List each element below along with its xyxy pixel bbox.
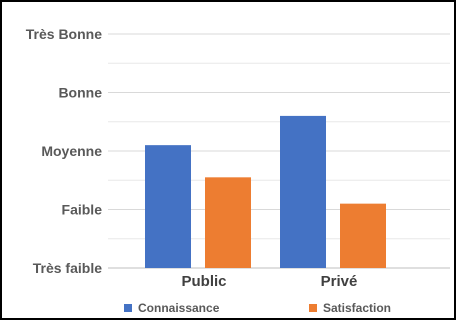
y-axis-tick-labels: Très faible Faible Moyenne Bonne Très Bonne <box>26 26 102 276</box>
bars <box>145 115 386 269</box>
legend-label: Satisfaction <box>323 301 391 315</box>
legend-label: Connaissance <box>138 301 220 315</box>
bar-satisfaction-public <box>205 177 251 268</box>
y-tick-label: Bonne <box>58 85 102 101</box>
y-tick-label: Très faible <box>33 260 102 276</box>
y-tick-label: Très Bonne <box>26 26 102 42</box>
bar-satisfaction-privé <box>340 203 386 268</box>
bar-connaissance-privé <box>280 115 326 269</box>
y-tick-label: Moyenne <box>41 143 102 159</box>
x-category-label: Privé <box>321 273 358 290</box>
bar-connaissance-public <box>145 145 191 268</box>
x-axis-category-labels: Public Privé <box>181 273 357 290</box>
y-tick-label: Faible <box>62 202 103 218</box>
x-category-label: Public <box>181 273 226 290</box>
legend-swatch <box>309 304 317 312</box>
legend: Connaissance Satisfaction <box>124 301 391 315</box>
legend-swatch <box>124 304 132 312</box>
